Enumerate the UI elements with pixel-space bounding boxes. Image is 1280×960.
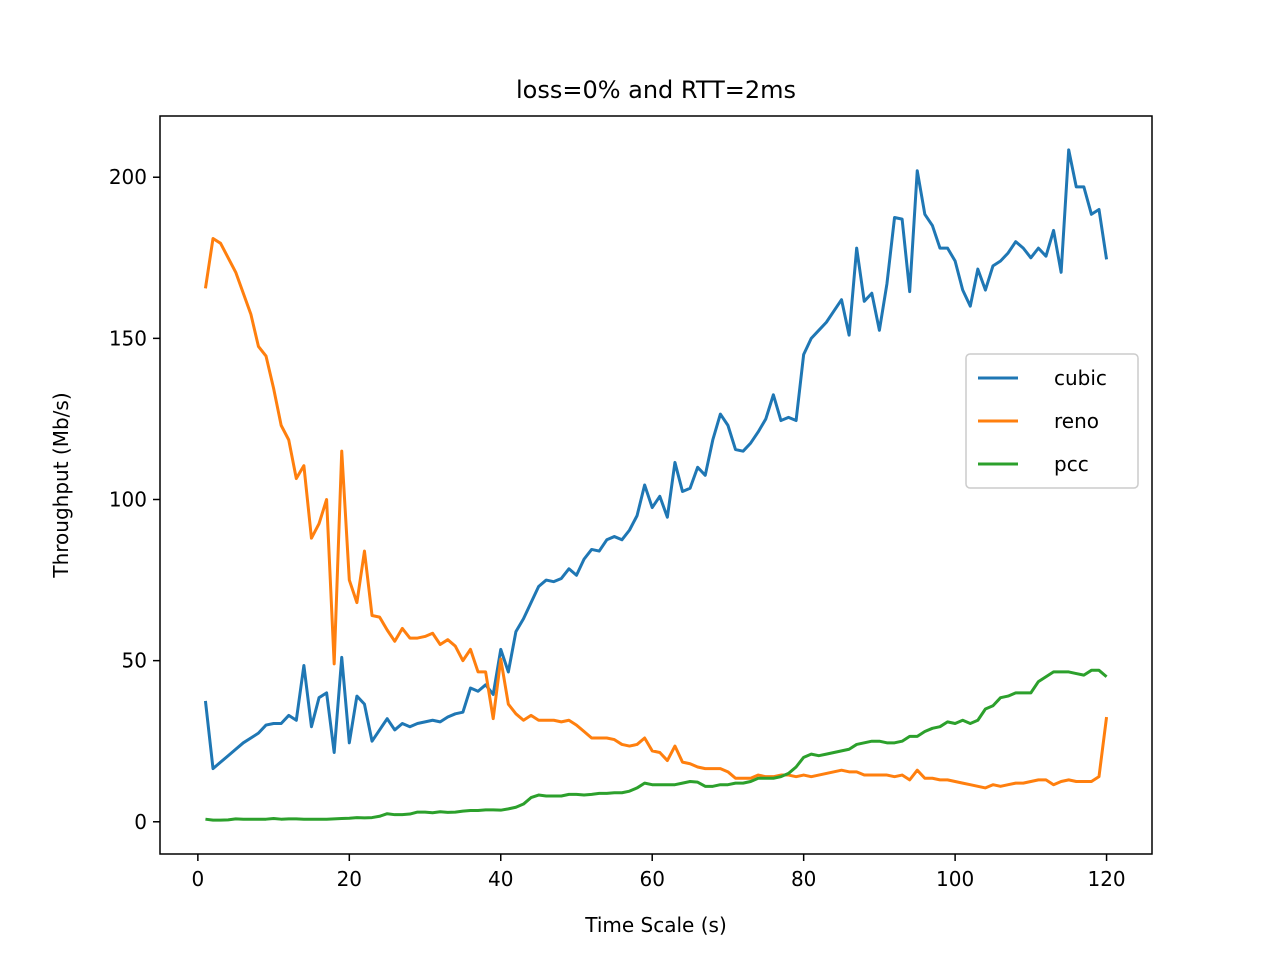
y-tick-label: 150 xyxy=(109,326,147,350)
y-tick-label: 0 xyxy=(134,810,147,834)
x-tick-label: 60 xyxy=(639,867,664,891)
x-tick-label: 20 xyxy=(337,867,362,891)
y-tick-label: 100 xyxy=(109,488,147,512)
y-tick-label: 50 xyxy=(122,649,147,673)
series-line-pcc xyxy=(205,668,1108,822)
series-layer xyxy=(203,148,1109,822)
y-axis: 0 50 100 150 200 xyxy=(109,165,160,834)
y-tick-label: 200 xyxy=(109,165,147,189)
series-line-reno xyxy=(203,236,1109,790)
x-tick-label: 40 xyxy=(488,867,513,891)
x-tick-label: 100 xyxy=(936,867,974,891)
plot-frame xyxy=(159,115,1153,855)
x-axis-label: Time Scale (s) xyxy=(584,913,727,937)
legend-label-pcc: pcc xyxy=(1054,452,1089,476)
x-tick-label: 120 xyxy=(1087,867,1125,891)
legend-box xyxy=(965,353,1139,489)
legend-label-cubic: cubic xyxy=(1054,366,1107,390)
y-axis-label: Throughput (Mb/s) xyxy=(49,392,73,578)
x-tick-label: 80 xyxy=(791,867,816,891)
series-line-cubic xyxy=(203,148,1109,771)
legend-label-reno: reno xyxy=(1054,409,1099,433)
chart-title: loss=0% and RTT=2ms xyxy=(516,76,796,104)
x-axis: 0 20 40 60 80 100 120 xyxy=(191,854,1126,891)
legend: cubic reno pcc xyxy=(965,353,1139,489)
x-tick-label: 0 xyxy=(191,867,204,891)
